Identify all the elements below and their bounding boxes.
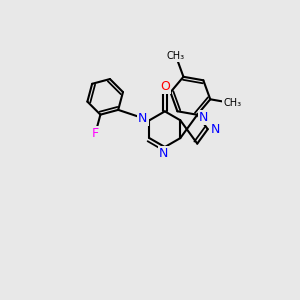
Text: F: F <box>92 127 99 140</box>
Text: N: N <box>211 123 220 136</box>
Text: N: N <box>199 111 208 124</box>
Text: CH₃: CH₃ <box>167 51 185 61</box>
Text: CH₃: CH₃ <box>223 98 241 108</box>
Text: O: O <box>160 80 170 93</box>
Text: N: N <box>138 112 148 125</box>
Text: N: N <box>159 147 168 160</box>
